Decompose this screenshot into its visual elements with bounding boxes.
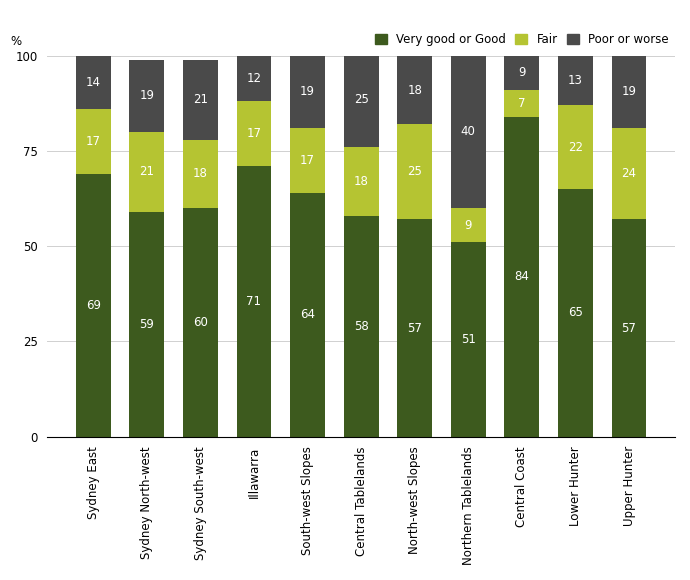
Text: 84: 84 [515,270,529,283]
Text: 14: 14 [86,76,101,89]
Bar [504,117,540,437]
Bar [451,208,486,242]
Text: 57: 57 [407,321,422,335]
Text: 71: 71 [246,295,262,308]
Bar [611,56,647,128]
Text: 17: 17 [246,128,262,140]
Bar [290,193,325,437]
Text: 9: 9 [518,66,526,79]
Bar [558,105,593,189]
Bar [558,189,593,437]
Bar [397,56,432,124]
Y-axis label: %: % [10,35,21,48]
Text: 58: 58 [354,320,368,332]
Text: 19: 19 [300,85,315,99]
Bar [451,242,486,437]
Bar [397,124,432,219]
Text: 64: 64 [300,308,315,321]
Text: 60: 60 [193,316,208,329]
Bar [611,219,647,437]
Text: 9: 9 [464,219,472,231]
Bar [344,147,379,216]
Legend: Very good or Good, Fair, Poor or worse: Very good or Good, Fair, Poor or worse [375,33,669,46]
Text: 18: 18 [407,84,422,96]
Bar [504,90,540,117]
Text: 19: 19 [622,85,637,99]
Bar [183,140,218,208]
Text: 57: 57 [622,321,636,335]
Text: 51: 51 [461,333,475,346]
Bar [130,132,164,212]
Bar [504,56,540,90]
Text: 7: 7 [518,97,526,110]
Bar [558,56,593,105]
Text: 65: 65 [568,306,583,319]
Text: 25: 25 [407,165,422,179]
Text: 22: 22 [568,141,583,154]
Text: 17: 17 [86,135,101,148]
Bar [237,166,271,437]
Bar [130,212,164,437]
Bar [451,56,486,208]
Bar [397,219,432,437]
Text: 25: 25 [354,93,368,106]
Bar [344,52,379,147]
Text: 18: 18 [354,175,368,188]
Bar [344,216,379,437]
Text: 17: 17 [300,154,315,167]
Bar [183,208,218,437]
Bar [183,60,218,140]
Text: 12: 12 [246,72,262,85]
Bar [76,174,110,437]
Text: 19: 19 [139,89,155,102]
Text: 40: 40 [461,125,475,139]
Text: 69: 69 [86,299,101,311]
Bar [290,56,325,128]
Text: 18: 18 [193,167,208,180]
Bar [130,60,164,132]
Bar [611,128,647,219]
Text: 59: 59 [139,318,155,331]
Text: 24: 24 [622,167,637,180]
Bar [237,56,271,102]
Text: 13: 13 [568,74,583,87]
Bar [76,109,110,174]
Text: 21: 21 [139,165,155,179]
Bar [237,102,271,166]
Bar [76,56,110,109]
Bar [290,128,325,193]
Text: 21: 21 [193,93,208,106]
